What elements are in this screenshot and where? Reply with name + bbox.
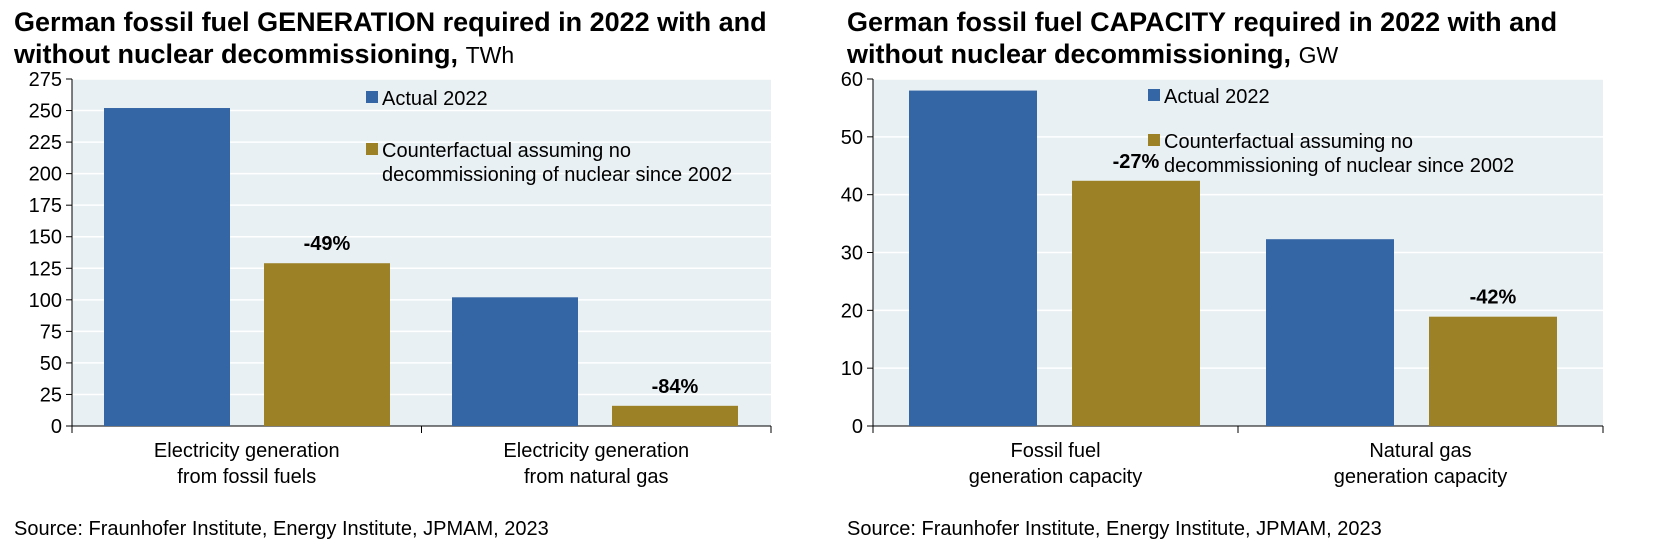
legend-swatch: [1148, 89, 1160, 101]
y-tick-label: 0: [852, 416, 863, 438]
chart-source: Source: Fraunhofer Institute, Energy Ins…: [14, 518, 549, 540]
category-label: Electricity generation: [503, 440, 689, 462]
data-label: -42%: [1470, 287, 1517, 309]
y-tick-label: 20: [841, 300, 863, 322]
chart-title: German fossil fuel CAPACITY required in …: [847, 6, 1659, 71]
capacity-bar-chart: 0 10 20 30 40 50 60 Fossil fuel generation capac…: [841, 69, 1604, 488]
category-label: Fossil fuel: [1010, 440, 1100, 462]
data-label: -49%: [304, 233, 351, 255]
legend-label: Counterfactual assuming no: [382, 140, 631, 162]
data-label: -27%: [1113, 151, 1160, 173]
y-tick-label: 50: [841, 127, 863, 149]
legend-label: decommissioning of nuclear since 2002: [1164, 155, 1514, 177]
capacity-chart-panel: German fossil fuel CAPACITY required in …: [833, 0, 1666, 558]
bar-actual: [452, 297, 578, 426]
bar-counterfactual: [264, 263, 390, 426]
y-tick-label: 10: [841, 358, 863, 380]
bar-actual: [1266, 239, 1394, 426]
y-tick-label: 250: [29, 101, 62, 123]
y-tick-label: 275: [29, 69, 62, 91]
category-label: from fossil fuels: [177, 466, 316, 488]
chart-source: Source: Fraunhofer Institute, Energy Ins…: [847, 518, 1382, 540]
y-tick-label: 50: [40, 353, 62, 375]
bar-counterfactual: [1072, 180, 1200, 426]
y-tick-label: 200: [29, 164, 62, 186]
legend-label: Counterfactual assuming no: [1164, 131, 1413, 153]
legend-swatch: [366, 143, 378, 155]
chart-unit: GW: [1298, 42, 1339, 68]
data-label: -84%: [652, 376, 699, 398]
bar-actual: [104, 108, 230, 426]
category-label: Natural gas: [1369, 440, 1471, 462]
category-label: generation capacity: [969, 466, 1142, 488]
legend-swatch: [366, 91, 378, 103]
category-label: from natural gas: [524, 466, 669, 488]
category-label: Electricity generation: [154, 440, 340, 462]
y-tick-label: 40: [841, 185, 863, 207]
legend-swatch: [1148, 134, 1160, 146]
y-tick-label: 150: [29, 227, 62, 249]
generation-bar-chart: 0 25 50 75 100 125 150 175 200 225 250 275 Electrici…: [29, 69, 772, 488]
chart-title-text: German fossil fuel GENERATION required i…: [14, 7, 767, 69]
chart-title: German fossil fuel GENERATION required i…: [14, 6, 826, 71]
legend-label: Actual 2022: [382, 88, 488, 110]
bar-counterfactual: [1429, 316, 1557, 426]
y-tick-label: 60: [841, 69, 863, 91]
y-tick-label: 125: [29, 258, 62, 280]
chart-unit: TWh: [465, 42, 515, 68]
generation-chart-panel: German fossil fuel GENERATION required i…: [14, 6, 826, 540]
legend-label: decommissioning of nuclear since 2002: [382, 164, 732, 186]
y-tick-label: 0: [51, 416, 62, 438]
y-tick-label: 30: [841, 243, 863, 265]
y-tick-label: 25: [40, 384, 62, 406]
y-tick-label: 225: [29, 132, 62, 154]
category-label: generation capacity: [1334, 466, 1507, 488]
legend-label: Actual 2022: [1164, 86, 1270, 108]
y-tick-label: 175: [29, 195, 62, 217]
chart-title-text: German fossil fuel CAPACITY required in …: [847, 7, 1558, 69]
y-tick-label: 75: [40, 321, 62, 343]
y-tick-label: 100: [29, 290, 62, 312]
bar-counterfactual: [612, 405, 738, 426]
bar-actual: [909, 90, 1037, 427]
